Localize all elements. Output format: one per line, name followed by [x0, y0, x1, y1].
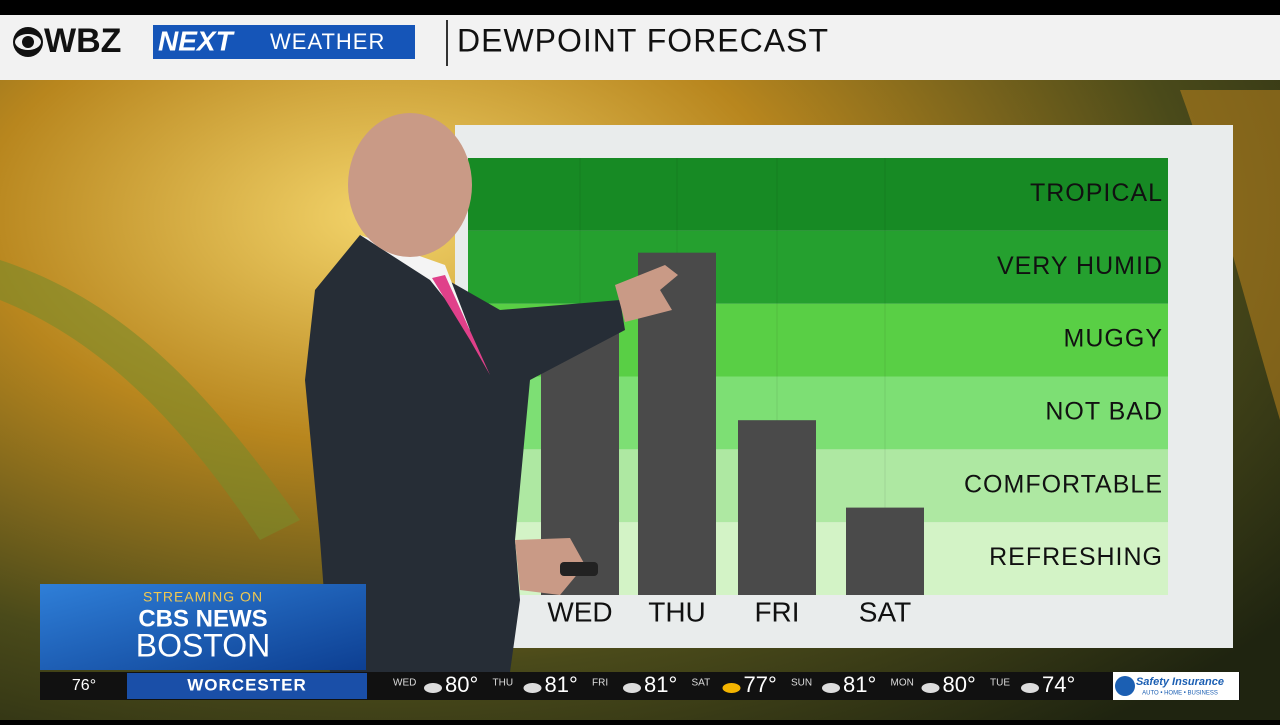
ticker-temp: 77°: [744, 672, 777, 697]
sponsor: Safety Insurance: [1136, 676, 1224, 688]
streaming-box: [40, 584, 366, 670]
hand: [515, 538, 585, 595]
suit: [305, 235, 625, 672]
ticker-temp: 80°: [943, 672, 976, 697]
current-temp: 76°: [72, 677, 96, 694]
ticker-days: WED 80° THU 81° FRI 81° SAT 77° SUN 81° MON 80° TUE 7…: [393, 672, 1075, 697]
logo-box: [153, 25, 415, 59]
x-tick-label: THU: [648, 596, 706, 627]
city: WORCESTER: [187, 675, 307, 694]
weather-icon: [623, 683, 641, 693]
band-label: MUGGY: [1064, 325, 1163, 353]
top-strip: [0, 0, 1280, 15]
band-label: REFRESHING: [989, 543, 1163, 571]
x-tick-label: WED: [547, 596, 612, 627]
ticker-temp: 80°: [445, 672, 478, 697]
band-label: NOT BAD: [1045, 398, 1163, 426]
eye-logo: [22, 36, 34, 48]
brand: WBZ: [44, 22, 121, 60]
ticker-day: SUN: [791, 678, 812, 689]
ticker-temp: 81°: [843, 672, 876, 697]
ticker-day: FRI: [592, 678, 608, 689]
ticker-temp: 74°: [1042, 672, 1075, 697]
wheat-decor: [1180, 90, 1280, 420]
ticker-temp: 81°: [545, 672, 578, 697]
ticker-temp: 81°: [644, 672, 677, 697]
band: [468, 230, 1168, 304]
tie: [432, 275, 490, 375]
band-label: VERY HUMID: [997, 252, 1163, 280]
divider: [446, 20, 448, 66]
weather-icon: [1021, 683, 1039, 693]
weather-logo: WEATHER: [270, 29, 385, 54]
head: [348, 113, 472, 257]
streaming-network: CBS NEWS: [138, 605, 267, 632]
streaming-label: STREAMING ON: [143, 589, 263, 605]
bar: [846, 507, 924, 595]
hand: [615, 265, 678, 322]
x-tick-label: FRI: [754, 596, 799, 627]
x-tick-label: SAT: [859, 596, 911, 627]
sponsor-tag: AUTO • HOME • BUSINESS: [1142, 691, 1218, 697]
band-label: TROPICAL: [1030, 179, 1163, 207]
ticker-day: MON: [891, 678, 914, 689]
city-box: [127, 673, 367, 699]
band-label: COMFORTABLE: [964, 470, 1163, 498]
streaming-city: BOSTON: [136, 627, 271, 663]
ticker-day: THU: [493, 678, 514, 689]
weather-icon: [822, 683, 840, 693]
weather-icon: [424, 683, 442, 693]
sponsor-logo: [1115, 676, 1135, 696]
bar: [738, 420, 816, 595]
presenter: [305, 113, 678, 672]
ticker-day: WED: [393, 678, 416, 689]
chart: REFRESHING COMFORTABLE NOT BAD MUGGY VERY HU…: [468, 158, 1168, 627]
clicker: [560, 562, 598, 576]
weather-icon: [523, 683, 542, 693]
weather-icon: [722, 683, 741, 693]
weather-icon: [921, 683, 940, 693]
ticker-day: TUE: [990, 678, 1010, 689]
wheat-decor: [0, 260, 300, 540]
band: [468, 158, 1168, 231]
ticker-day: SAT: [692, 678, 711, 689]
title: DEWPOINT FORECAST: [457, 22, 829, 58]
next-logo: NEXT: [158, 25, 236, 56]
